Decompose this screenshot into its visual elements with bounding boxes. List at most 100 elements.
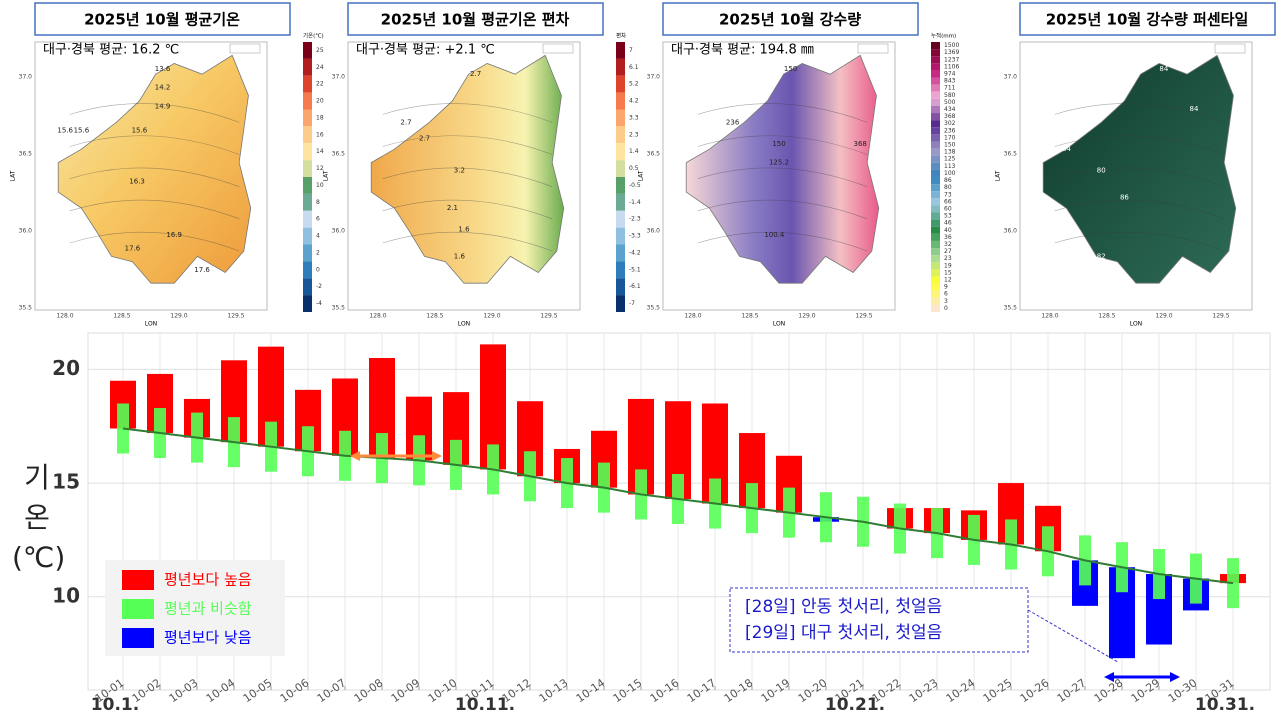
- contour-label: 2.7: [419, 134, 430, 142]
- legend-label: 125: [944, 156, 956, 163]
- legend-swatch: [931, 77, 940, 85]
- lat-tick-label: 36.0: [1004, 228, 1018, 235]
- legend-label: 15: [944, 269, 952, 276]
- map-region: [685, 54, 880, 284]
- map-region: [370, 54, 565, 284]
- legend-label: 8: [316, 199, 320, 206]
- contour: [69, 231, 240, 252]
- legend-label: 평년보다 높음: [164, 571, 252, 589]
- legend-swatch: [616, 75, 625, 93]
- contour-label: 2.1: [447, 204, 458, 212]
- major-date-label: 10.1.: [91, 695, 139, 715]
- lat-tick-label: 36.0: [647, 228, 661, 235]
- lat-tick-label: 37.0: [19, 74, 33, 81]
- annotation: [28일] 안동 첫서리, 첫얼음: [745, 597, 942, 617]
- lat-label: LAT: [323, 170, 330, 181]
- lon-label: LON: [458, 321, 470, 328]
- legend-label: 0: [316, 266, 320, 273]
- contour-label: 1.6: [458, 226, 470, 234]
- legend-swatch: [931, 56, 940, 64]
- lon-tick-label: 129.0: [170, 313, 187, 320]
- legend-swatch: [931, 98, 940, 106]
- legend-label: 60: [944, 205, 952, 212]
- lon-tick-label: 128.5: [741, 313, 758, 320]
- y-tick-label: 20: [52, 356, 80, 380]
- lat-tick-label: 36.5: [1004, 151, 1018, 158]
- contour-label: 100.4: [764, 231, 785, 239]
- frost-arrow-head: [1104, 672, 1114, 682]
- legend-swatch: [616, 42, 625, 59]
- legend-label: 20: [316, 98, 324, 105]
- legend-label: -0.5: [629, 182, 641, 189]
- contour-label: 13.6: [155, 65, 171, 73]
- legend-label: 0.5: [629, 165, 639, 172]
- legend-swatch: [303, 92, 312, 110]
- legend-swatch: [931, 91, 940, 99]
- major-date-label: 10.11.: [455, 695, 515, 715]
- legend-label: 14: [316, 148, 324, 155]
- contour-label: 3.2: [454, 167, 465, 175]
- legend-label: 1500: [944, 42, 959, 49]
- legend-label: 12: [316, 165, 324, 172]
- legend-swatch: [931, 113, 940, 121]
- legend-swatch: [303, 295, 312, 312]
- legend-label: 843: [944, 78, 956, 85]
- legend-label: 10: [316, 182, 324, 189]
- lat-tick-label: 35.5: [19, 305, 33, 312]
- contour-label: 16.3: [129, 177, 145, 185]
- annotation: [29일] 대구 첫서리, 첫얼음: [745, 623, 942, 643]
- legend-swatch: [303, 210, 312, 228]
- y-tick-label: 10: [52, 583, 80, 607]
- lat-label: LAT: [995, 170, 1002, 181]
- contour: [697, 199, 868, 220]
- contour: [69, 167, 240, 187]
- legend-title: 기온(℃): [303, 32, 324, 40]
- legend-swatch: [122, 599, 154, 619]
- legend-label: 40: [944, 227, 952, 234]
- annotation-box: [729, 587, 1029, 653]
- contour-label: 84: [1159, 65, 1168, 73]
- contour-label: 125.2: [769, 159, 789, 167]
- legend-swatch: [303, 109, 312, 127]
- map-subtitle: 대구·경북 평균: +2.1 ℃: [356, 43, 495, 58]
- lon-tick-label: 129.0: [483, 313, 500, 320]
- contour-label: 17.6: [125, 244, 141, 252]
- contour-label: 15.6: [57, 126, 73, 134]
- lon-tick-label: 129.5: [540, 313, 557, 320]
- map-inset: [542, 43, 574, 54]
- legend-swatch: [931, 120, 940, 128]
- legend-label: 3.3: [629, 114, 639, 121]
- lat-tick-label: 37.0: [332, 74, 346, 81]
- lat-tick-label: 36.5: [647, 151, 661, 158]
- legend-swatch: [931, 127, 940, 135]
- legend-swatch: [303, 261, 312, 279]
- legend-swatch: [931, 134, 940, 142]
- legend-label: 평년보다 낮음: [164, 629, 252, 647]
- legend-label: 1106: [944, 63, 959, 70]
- contour: [697, 135, 868, 155]
- legend-label: 18: [316, 114, 324, 121]
- legend-label: 27: [944, 248, 952, 255]
- legend-swatch: [122, 570, 154, 590]
- legend-label: 170: [944, 134, 956, 141]
- legend-label: 6.1: [629, 64, 639, 71]
- contour-label: 84: [1062, 145, 1071, 153]
- lat-label: LAT: [10, 170, 17, 181]
- legend-label: 974: [944, 70, 956, 77]
- legend-swatch: [303, 160, 312, 177]
- title-box: [347, 2, 604, 36]
- map-region: [1042, 54, 1237, 284]
- contour-label: 1.6: [454, 252, 466, 260]
- legend-swatch: [931, 233, 940, 241]
- legend-label: 16: [316, 131, 324, 138]
- legend-label: -1.4: [629, 199, 641, 206]
- lat-tick-label: 36.5: [19, 151, 33, 158]
- contour: [382, 103, 553, 123]
- legend-swatch: [931, 255, 940, 263]
- contour: [1054, 231, 1225, 252]
- legend-label: 2.3: [629, 131, 639, 138]
- contour-label: 86: [1120, 193, 1129, 201]
- legend-label: 6: [316, 216, 320, 223]
